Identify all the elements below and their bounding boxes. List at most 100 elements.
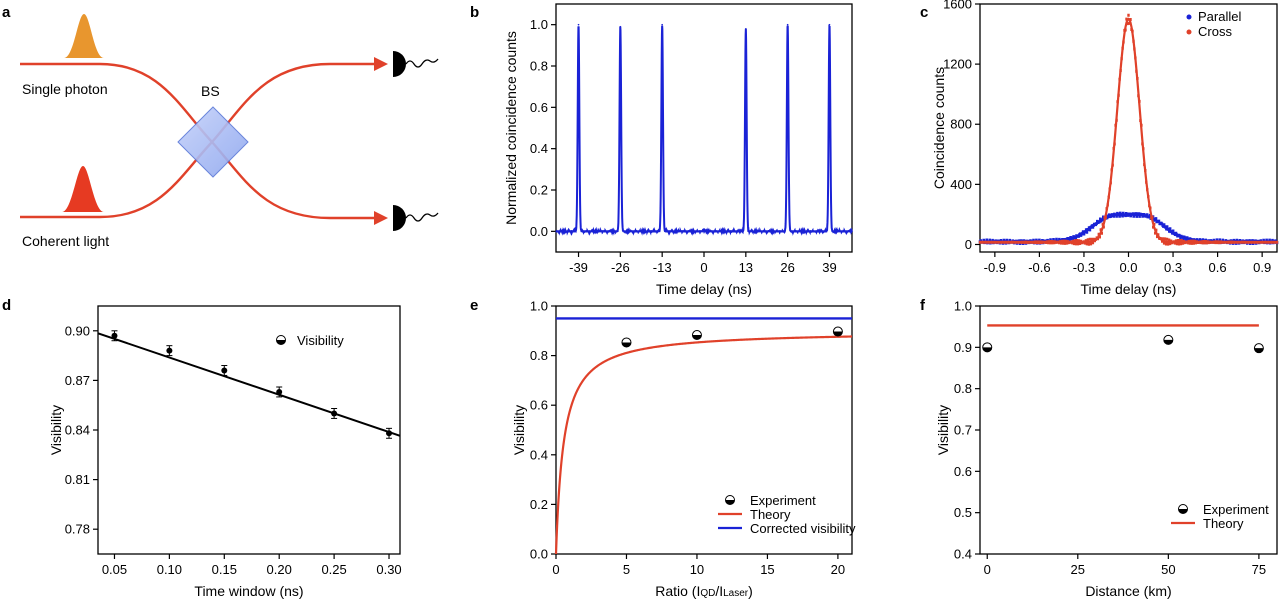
x-tick-label: 0.6 bbox=[1209, 260, 1227, 275]
peak-point-3 bbox=[703, 228, 705, 231]
y-tick-label: 1200 bbox=[943, 57, 972, 72]
x-axis-label-part: ) bbox=[748, 583, 753, 599]
x-tick-label: 0.30 bbox=[376, 562, 401, 577]
x-tick-label: -0.9 bbox=[984, 260, 1006, 275]
x-tick-label: 0.05 bbox=[102, 562, 127, 577]
x-tick-label: 25 bbox=[1071, 562, 1085, 577]
bs-label: BS bbox=[201, 83, 220, 99]
data-point-experiment-0-fill bbox=[621, 342, 631, 347]
legend-label-visibility: Visibility bbox=[297, 333, 344, 348]
y-tick-label: 0.4 bbox=[954, 547, 972, 562]
y-axis-label: Coincidence counts bbox=[931, 67, 947, 189]
y-tick-label: 0.8 bbox=[530, 59, 548, 74]
x-axis-label-part: Laser bbox=[723, 588, 749, 599]
y-tick-label: 1600 bbox=[943, 0, 972, 12]
x-tick-label: 0.20 bbox=[267, 562, 292, 577]
y-tick-label: 0.5 bbox=[954, 505, 972, 520]
beam-splitter bbox=[177, 106, 249, 178]
theory-curve bbox=[554, 335, 853, 555]
y-tick-label: 0 bbox=[965, 237, 972, 252]
x-axis-label: Distance (km) bbox=[1085, 583, 1171, 599]
x-tick-label: 39 bbox=[822, 260, 836, 275]
y-tick-label: 400 bbox=[950, 177, 972, 192]
y-tick-label: 1.0 bbox=[530, 299, 548, 314]
chart-c: c -0.9 -0.6 -0.3 0.0 0.3 0.6 0.9 0 400 800 1200 1600… bbox=[920, 0, 1279, 297]
plot-frame bbox=[555, 3, 853, 253]
x-axis-label-part: /I bbox=[715, 583, 723, 599]
x-tick-label: -0.6 bbox=[1028, 260, 1050, 275]
x-axis-label: Time delay (ns) bbox=[656, 281, 752, 297]
x-axis-label-part: Ratio (I bbox=[655, 583, 700, 599]
panel-d-label: d bbox=[2, 297, 11, 314]
x-tick-label: -39 bbox=[569, 260, 588, 275]
x-tick-label: 50 bbox=[1161, 562, 1175, 577]
peak-point-6 bbox=[828, 23, 831, 26]
legend-label-theory: Theory bbox=[750, 507, 791, 522]
panel-a-label: a bbox=[2, 4, 11, 21]
y-tick-label: 0.2 bbox=[530, 183, 548, 198]
y-tick-label: 1.0 bbox=[530, 17, 548, 32]
x-tick-label: 0 bbox=[984, 562, 991, 577]
y-tick-label: 0.81 bbox=[65, 472, 90, 487]
y-axis-label: Visibility bbox=[48, 405, 64, 455]
y-tick-label: 0.4 bbox=[530, 141, 548, 156]
data-point-visibility-1 bbox=[166, 347, 173, 354]
chart-d: d 0.05 0.10 0.15 0.20 0.25 0.30 0.78 0.81 0.84 0.8… bbox=[2, 297, 402, 599]
panel-f-label: f bbox=[920, 297, 926, 314]
data-point-experiment-0-fill bbox=[982, 347, 992, 352]
x-tick-label: 26 bbox=[780, 260, 794, 275]
x-tick-label: 0 bbox=[700, 260, 707, 275]
single-photon-pulse bbox=[64, 14, 104, 58]
x-tick-label: -0.3 bbox=[1073, 260, 1095, 275]
series-parallel-points bbox=[978, 211, 1279, 245]
peak-point-0 bbox=[577, 23, 580, 26]
x-tick-label: 0.3 bbox=[1164, 260, 1182, 275]
y-tick-label: 0.7 bbox=[954, 423, 972, 438]
x-tick-label: 5 bbox=[623, 562, 630, 577]
y-tick-label: 0.8 bbox=[954, 381, 972, 396]
plot-frame bbox=[555, 305, 853, 555]
y-tick-label: 0.8 bbox=[530, 348, 548, 363]
detector-lower-icon bbox=[393, 205, 406, 231]
y-tick-label: 0.6 bbox=[954, 464, 972, 479]
y-tick-label: 0.9 bbox=[954, 340, 972, 355]
peak-point-1 bbox=[619, 25, 622, 28]
y-tick-label: 0.84 bbox=[65, 423, 90, 438]
y-axis-label: Visibility bbox=[511, 405, 527, 455]
x-tick-label: 0.9 bbox=[1253, 260, 1271, 275]
y-tick-label: 0.87 bbox=[65, 373, 90, 388]
y-tick-label: 800 bbox=[950, 117, 972, 132]
x-axis-label: Time window (ns) bbox=[194, 583, 303, 599]
legend-marker-cross bbox=[1186, 29, 1192, 35]
chart-b: b -39 -26 -13 0 13 26 39 0.0 0.2 0.4 0.6 0.8 1.0 Time … bbox=[470, 3, 853, 297]
y-axis-label: Normalized coincidence counts bbox=[503, 31, 519, 225]
data-point-experiment-1-fill bbox=[1163, 339, 1173, 345]
y-tick-label: 0.0 bbox=[530, 224, 548, 239]
y-tick-label: 0.0 bbox=[530, 547, 548, 562]
y-tick-label: 0.2 bbox=[530, 497, 548, 512]
data-point-visibility-2 bbox=[221, 367, 228, 374]
y-tick-label: 0.78 bbox=[65, 522, 90, 537]
y-tick-label: 1.0 bbox=[954, 299, 972, 314]
y-tick-label: 0.90 bbox=[65, 323, 90, 338]
legend-label-experiment: Experiment bbox=[1203, 502, 1269, 517]
y-tick-label: 0.6 bbox=[530, 100, 548, 115]
arrow-lower-icon bbox=[374, 211, 388, 225]
single-photon-label: Single photon bbox=[22, 81, 108, 97]
detector-upper-icon bbox=[393, 51, 406, 77]
x-tick-label: 20 bbox=[831, 562, 845, 577]
plot-frame bbox=[97, 305, 401, 555]
data-point-visibility-0 bbox=[111, 332, 118, 339]
x-tick-label: 10 bbox=[690, 562, 704, 577]
coherent-light-label: Coherent light bbox=[22, 233, 109, 249]
x-tick-label: 15 bbox=[760, 562, 774, 577]
data-point-experiment-2-fill bbox=[833, 331, 843, 337]
chart-e: e 0 5 10 15 20 0.0 0.2 0.4 0.6 0.8 1.0 Ratio (IQD/IL… bbox=[470, 297, 856, 599]
panel-a-schematic: a BS Single photon Coherent light bbox=[2, 4, 439, 249]
x-tick-label: 0.15 bbox=[212, 562, 237, 577]
x-axis-label: Ratio (IQD/ILaser) bbox=[655, 583, 753, 599]
legend-label-experiment: Experiment bbox=[750, 493, 816, 508]
detector-upper-wire bbox=[405, 58, 439, 68]
coherent-light-pulse bbox=[62, 166, 104, 212]
fit-line bbox=[97, 332, 401, 437]
